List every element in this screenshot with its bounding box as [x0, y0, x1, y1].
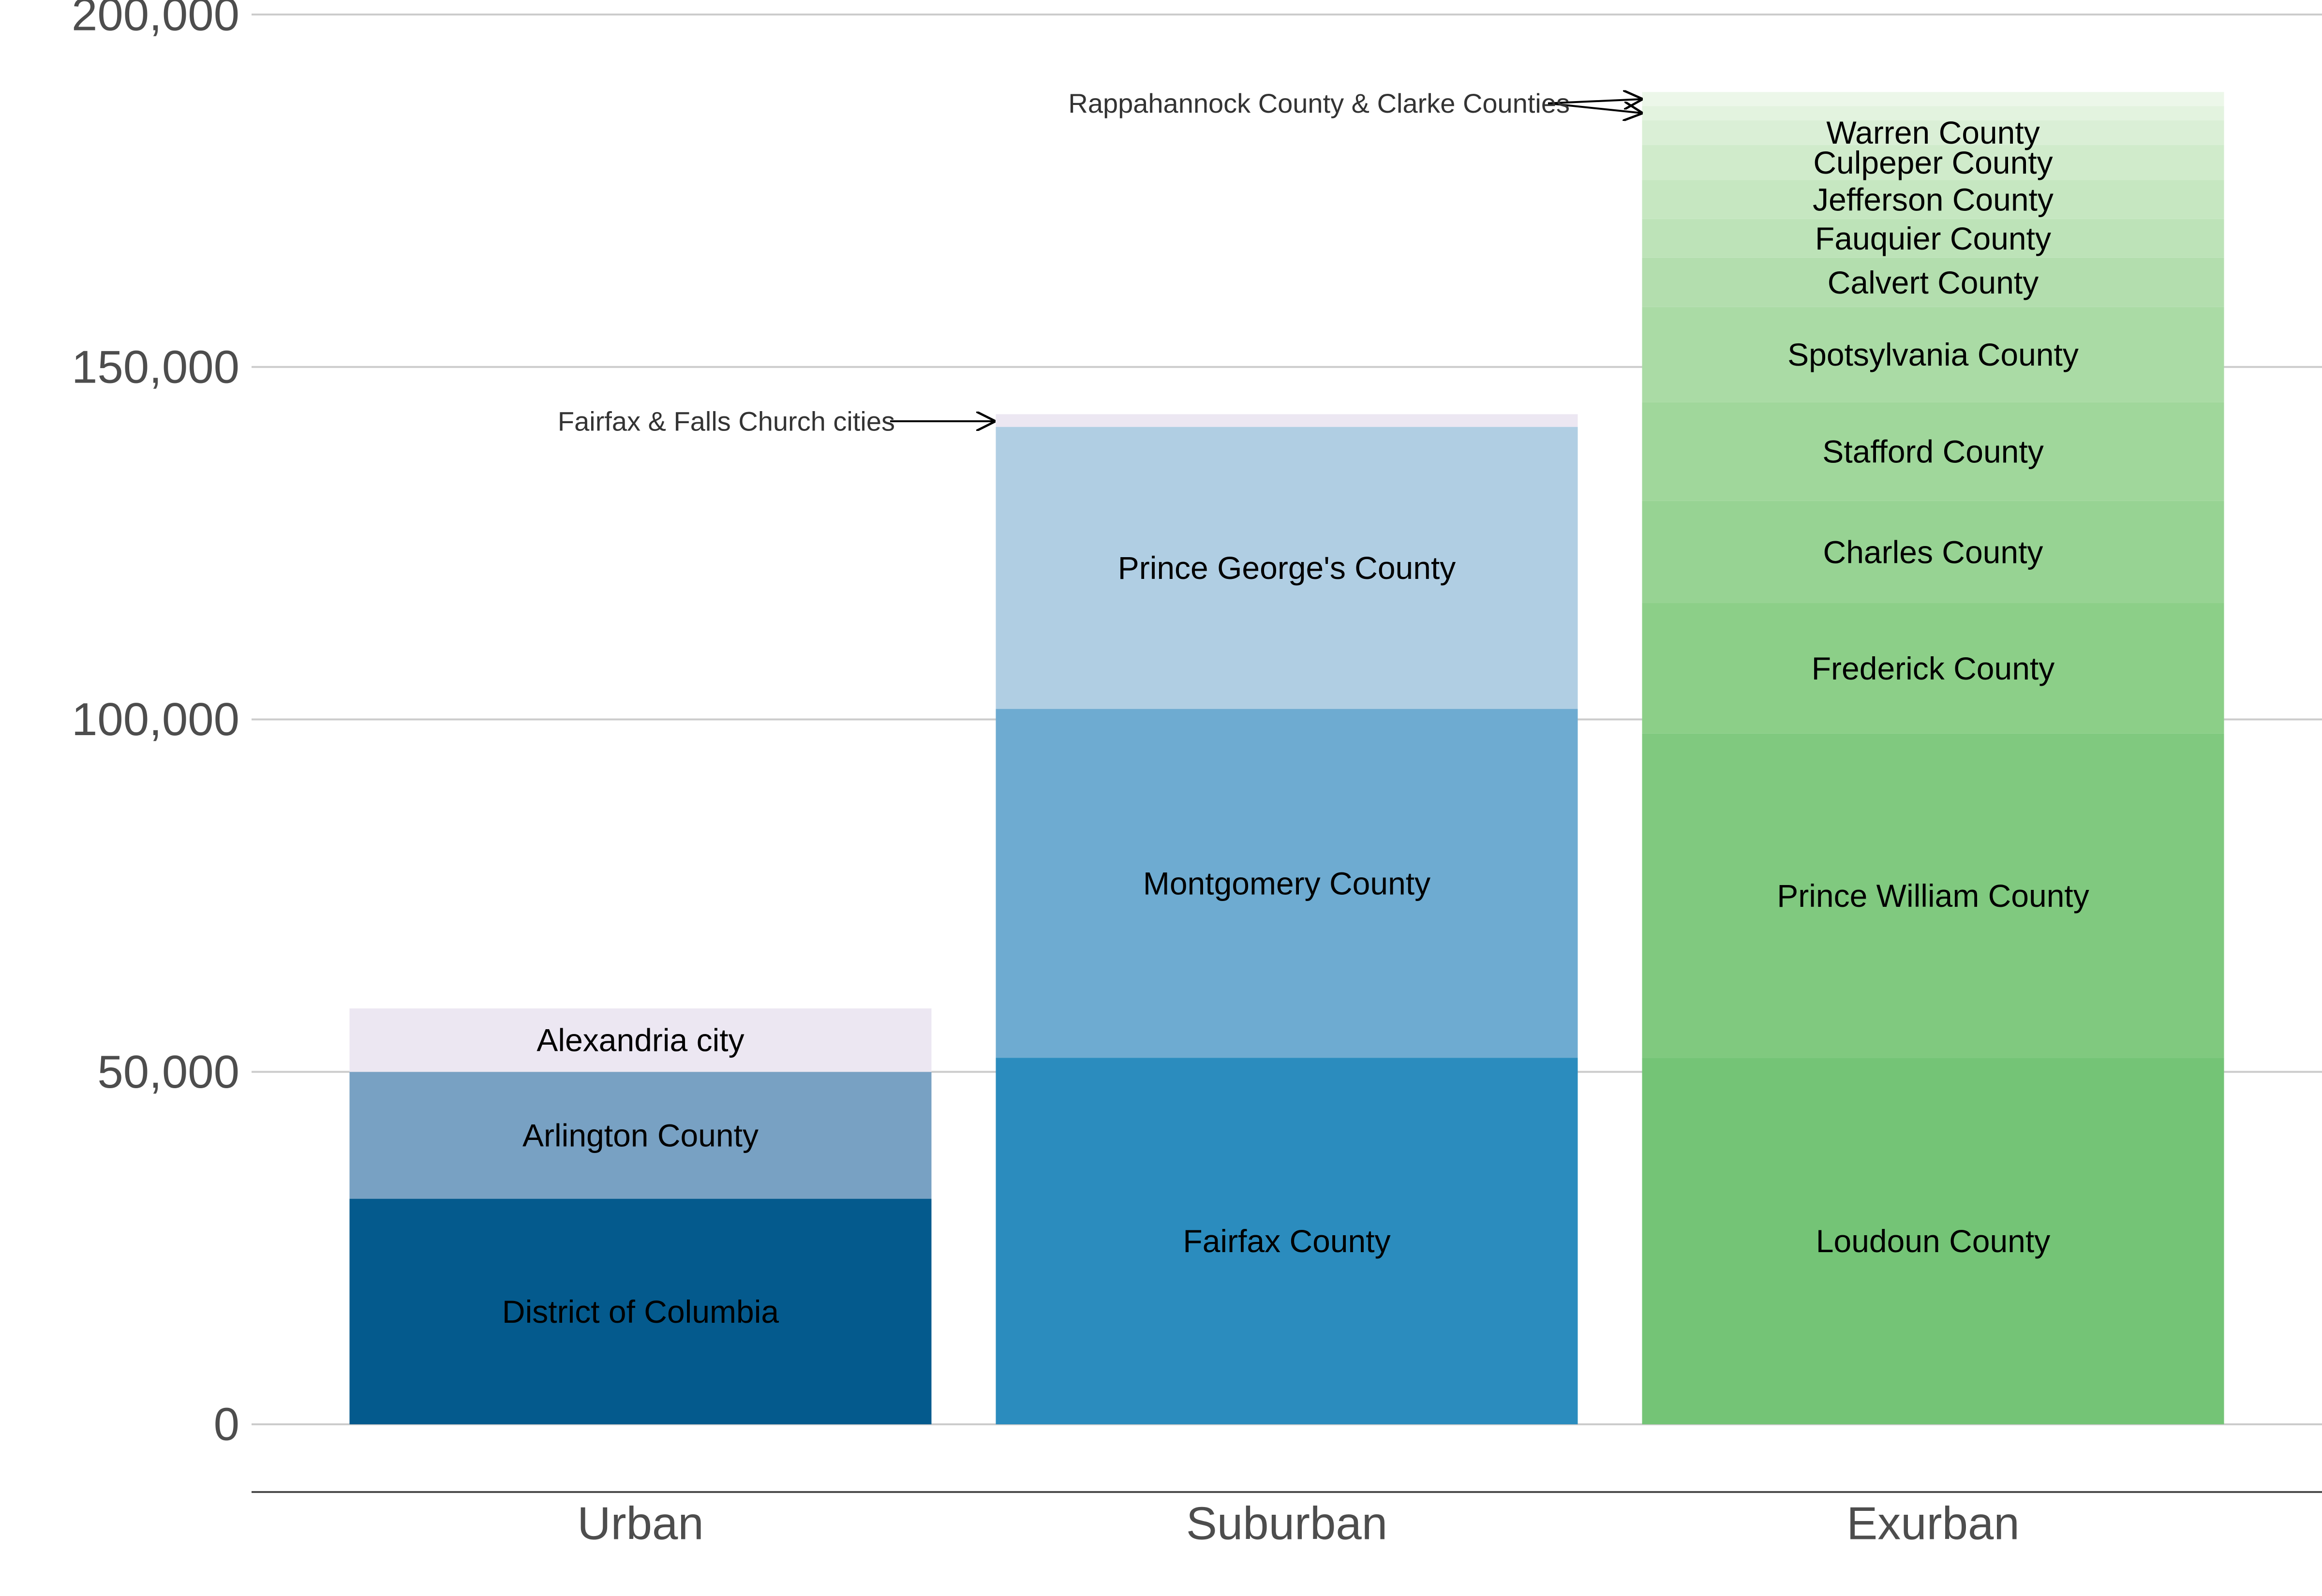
segment-label-arlington-county: Arlington County	[522, 1117, 759, 1153]
bar-segment-arlington-county	[349, 1072, 932, 1199]
y-tick-label: 0	[214, 1399, 239, 1450]
bar-segment-rappahannock-county	[1642, 106, 2224, 120]
segment-label-fairfax-county: Fairfax County	[1183, 1223, 1390, 1259]
bar-segment-alexandria-city	[349, 1008, 932, 1072]
bar-segment-charles-county	[1642, 501, 2224, 604]
y-tick-label: 150,000	[72, 341, 239, 393]
annotations: Fairfax & Falls Church cities Rappahannoc…	[558, 88, 1643, 436]
y-axis-ticks: 0 50,000 100,000 150,000 200,000	[72, 0, 239, 1450]
segment-label-loudoun-county: Loudoun County	[1816, 1223, 2050, 1259]
bar-segment-spotsylvania-county	[1642, 307, 2224, 402]
bar-segment-jefferson-county	[1642, 180, 2224, 219]
bar-segment-calvert-county	[1642, 257, 2224, 307]
segment-label-fauquier-county: Fauquier County	[1815, 221, 2051, 256]
x-axis-category-labels: Urban Suburban Exurban	[577, 1498, 2020, 1550]
segment-label-frederick-county: Frederick County	[1812, 650, 2055, 686]
segment-label-jefferson-county: Jefferson County	[1813, 182, 2054, 218]
bar-segment-fauquier-county	[1642, 219, 2224, 258]
segment-label-calvert-county: Calvert County	[1828, 265, 2039, 300]
segment-label-stafford-county: Stafford County	[1822, 434, 2043, 470]
annotation-label-fairfax-falls-church: Fairfax & Falls Church cities	[558, 406, 895, 436]
bar-segment-loudoun-county	[1642, 1058, 2224, 1424]
segment-label-district-of-columbia: District of Columbia	[502, 1294, 779, 1330]
segment-label-warren-county: Warren County	[1826, 115, 2039, 150]
annotation-label-rappahannock-clarke: Rappahannock County & Clarke Counties	[1068, 88, 1570, 118]
bars	[349, 92, 2224, 1424]
bar-segment-stafford-county	[1642, 402, 2224, 501]
segment-labels: District of Columbia Arlington County Alex…	[502, 115, 2089, 1330]
segment-label-prince-william-county: Prince William County	[1777, 878, 2089, 914]
bar-segment-culpeper-county	[1642, 145, 2224, 180]
segment-label-culpeper-county: Culpeper County	[1813, 145, 2053, 180]
bar-segment-frederick-county	[1642, 603, 2224, 734]
bar-segment-clarke-county	[1642, 92, 2224, 106]
y-tick-label: 100,000	[72, 694, 239, 745]
bar-segment-fairfax-county	[996, 1058, 1578, 1424]
bar-segment-warren-county	[1642, 120, 2224, 145]
x-category-label-suburban: Suburban	[1186, 1498, 1387, 1550]
y-tick-label: 200,000	[72, 0, 239, 41]
annotation-arrow-clarke	[1548, 103, 1643, 113]
bar-segment-prince-george-s-county	[996, 427, 1578, 709]
segment-label-prince-george-s-county: Prince George's County	[1118, 550, 1456, 586]
x-category-label-exurban: Exurban	[1846, 1498, 2020, 1550]
segment-label-montgomery-county: Montgomery County	[1143, 865, 1430, 901]
x-category-label-urban: Urban	[577, 1498, 703, 1550]
segment-label-charles-county: Charles County	[1823, 534, 2043, 570]
segment-label-spotsylvania-county: Spotsylvania County	[1787, 337, 2079, 372]
segment-label-alexandria-city: Alexandria city	[536, 1022, 744, 1058]
bar-segment-montgomery-county	[996, 709, 1578, 1058]
bar-segment-district-of-columbia	[349, 1198, 932, 1424]
annotation-arrow-rappahannock	[1548, 99, 1643, 103]
bar-segment-fairfax-falls-church-cities	[996, 414, 1578, 427]
bar-segment-prince-william-county	[1642, 733, 2224, 1058]
y-tick-label: 50,000	[97, 1046, 239, 1098]
